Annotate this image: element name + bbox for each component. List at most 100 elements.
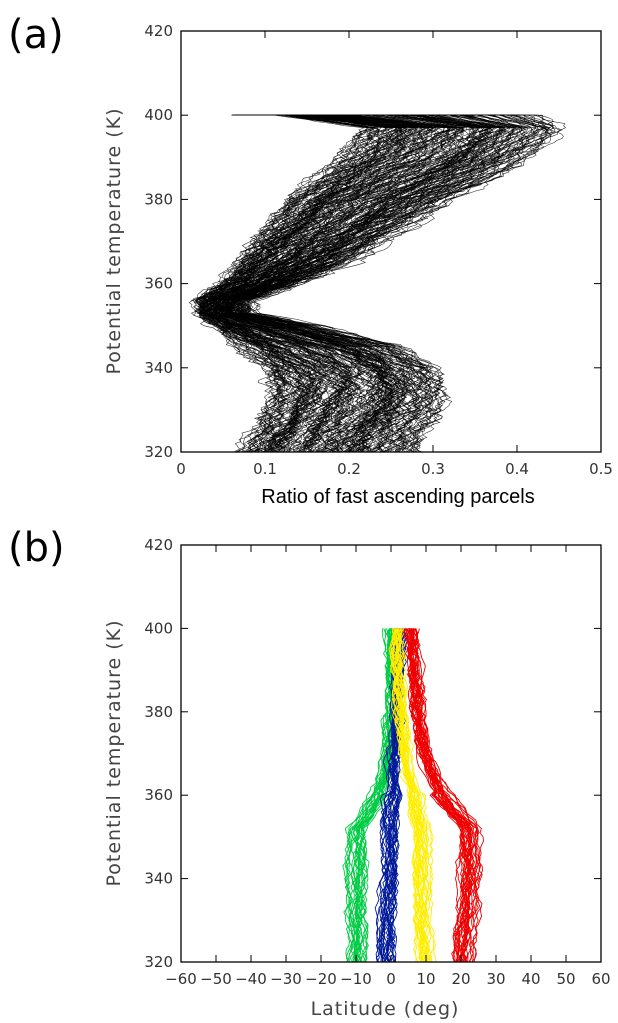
panel-a-plot-frame (180, 30, 602, 453)
panel-a-series-line (199, 114, 389, 453)
panel-b-x-tick-label: 50 (556, 970, 575, 988)
panel-a-series-line (250, 114, 561, 453)
panel-b-x-tick-label: 40 (521, 970, 540, 988)
panel-a-y-axis-title: Potential temperature (K) (103, 107, 125, 374)
panel-a-series-line (225, 114, 490, 453)
panel-b-series-line-group-2 (375, 628, 399, 963)
panel-a-series-line (240, 114, 551, 453)
panel-a-series-line (231, 114, 539, 453)
panel-a-y-tick-label: 400 (144, 106, 173, 124)
panel-b-series-line-group-3 (388, 628, 420, 963)
panel-a-series-line (225, 114, 492, 453)
panel-b-series-line-group-4 (412, 628, 483, 963)
panel-b-series-line-group-4 (409, 628, 470, 963)
panel-a-series-line (219, 114, 482, 453)
panel-b-series-line-group-1 (349, 628, 395, 963)
panel-b-y-tick-label: 360 (144, 786, 173, 804)
panel-a-series-line (193, 114, 376, 453)
panel-a-series-line (224, 114, 503, 453)
panel-b-series-line-group-3 (397, 628, 429, 963)
panel-a-series-line (218, 114, 466, 453)
panel-a-series-line (220, 114, 452, 453)
panel-a-x-tick-label: 0.3 (421, 460, 445, 478)
panel-a-series-line (220, 114, 486, 453)
panel-b-series-line-group-4 (415, 628, 483, 963)
panel-a-series-line (231, 114, 512, 453)
panel-a-x-tick-label: 0.5 (589, 460, 613, 478)
panel-a-series-line (193, 114, 381, 453)
panel-a-series-line (200, 114, 402, 453)
panel-b-x-tick-label: 0 (386, 970, 396, 988)
panel-a-y-tick-label: 420 (144, 22, 173, 40)
panel-b-x-tick-label: 10 (416, 970, 435, 988)
panel-b-y-axis-title: Potential temperature (K) (103, 619, 125, 886)
panel-b-y-tick-label: 380 (144, 703, 173, 721)
panel-a-series-line (206, 114, 418, 453)
panel-b-y-tick-label: 400 (144, 619, 173, 637)
panel-a-series-line (236, 114, 554, 453)
panel-a-series-line (207, 114, 429, 453)
panel-a-series-line (215, 114, 420, 453)
panel-b-series-line-group-4 (412, 628, 479, 963)
panel-a-series-line (204, 114, 427, 453)
panel-b-series-line-group-3 (399, 628, 435, 962)
panel-b-series-line-group-1 (346, 628, 393, 963)
panel-a-series-line (219, 114, 446, 453)
panel-a-series-line (228, 114, 504, 453)
panel-label-a: (a) (8, 12, 64, 58)
panel-label-b: (b) (8, 525, 65, 571)
panel-a-series-line (240, 114, 523, 453)
panel-b-y-tick-label: 420 (144, 536, 173, 554)
panel-a-y-tick-label: 340 (144, 359, 173, 377)
panel-a-series-line (229, 114, 515, 453)
panel-a-y-tick-label: 360 (144, 275, 173, 293)
panel-a-series-line (202, 114, 376, 453)
panel-b-y-tick-label: 320 (144, 953, 173, 971)
panel-a-y-tick-label: 380 (144, 190, 173, 208)
panel-b-series-line-group-3 (394, 628, 428, 963)
panel-a-series-line (202, 114, 393, 453)
panel-b-series-line-group-1 (345, 628, 392, 963)
panel-a-series-line (204, 114, 395, 453)
panel-a-x-tick-label: 0.2 (337, 460, 361, 478)
panel-b-series-line-group-4 (413, 628, 481, 963)
panel-a-series-line (222, 114, 510, 453)
panel-b-series-line-group-4 (408, 628, 471, 963)
panel-a-series-line (212, 114, 437, 453)
panel-b-series-line-group-3 (396, 628, 430, 963)
panel-a-series-line (200, 114, 435, 453)
panel-a-series-line (205, 114, 429, 453)
panel-a-series-lines (188, 114, 567, 453)
panel-b-x-tick-label: −20 (305, 970, 337, 988)
panel-a-series-line (234, 114, 550, 453)
panel-a-series-line (197, 114, 402, 453)
panel-a-series-line (238, 114, 519, 453)
panel-b-series-lines (342, 628, 484, 963)
panel-a-series-line (206, 114, 415, 453)
panel-b-x-tick-label: −60 (165, 970, 197, 988)
panel-a: (a) 0 0.1 0.2 0.3 0.4 0.5 320340360380400420 … (8, 12, 613, 508)
panel-b-x-axis-title: Latitude (deg) (311, 998, 460, 1020)
panel-a-series-line (212, 114, 490, 453)
panel-a-x-ticks: 0 0.1 0.2 0.3 0.4 0.5 (176, 31, 613, 478)
panel-b-y-ticks: 320 340 360 380 400 420 (144, 536, 601, 971)
panel-b-x-tick-label: 20 (451, 970, 470, 988)
panel-a-x-axis-title: Ratio of fast ascending parcels (261, 486, 535, 508)
panel-b-series-line-group-4 (405, 628, 468, 963)
panel-a-y-ticks: 320 340 360 380 400 420 (144, 22, 601, 461)
panel-a-series-line (223, 114, 492, 452)
panel-a-series-line (200, 114, 387, 453)
panel-b: (b) −60 −50 −40 −30 −20 −10 0 10 20 30 40 50 60 3203… (8, 525, 611, 1020)
panel-b-y-tick-label: 340 (144, 870, 173, 888)
panel-b-x-tick-label: −50 (200, 970, 232, 988)
panel-b-x-tick-label: −40 (235, 970, 267, 988)
panel-b-x-tick-label: −10 (340, 970, 372, 988)
panel-b-series-line-group-3 (399, 628, 437, 963)
panel-a-x-tick-label: 0 (176, 460, 186, 478)
panel-b-series-line-group-3 (394, 628, 431, 963)
panel-b-x-tick-label: 60 (591, 970, 610, 988)
panel-b-series-line-group-4 (407, 628, 474, 963)
panel-b-series-line-group-1 (349, 628, 394, 963)
panel-b-x-ticks: −60 −50 −40 −30 −20 −10 0 10 20 30 40 50 60 (165, 545, 611, 988)
